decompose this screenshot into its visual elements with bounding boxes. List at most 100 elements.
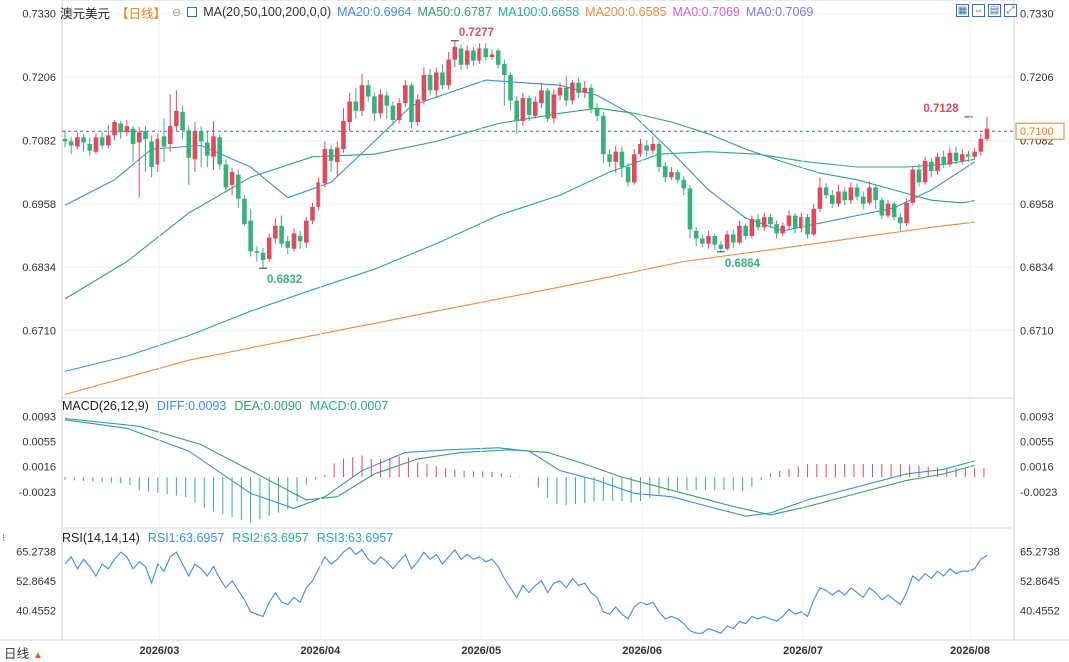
candle-body: [211, 136, 216, 157]
price-tick-label-left: 0.7082: [22, 135, 56, 147]
candle-body: [935, 156, 940, 172]
price-tick-label-left: 0.6710: [22, 326, 56, 338]
candle-body: [786, 215, 792, 226]
candle-body: [631, 154, 637, 183]
candle-body: [768, 217, 773, 225]
candle-body: [922, 160, 928, 183]
ma200-line: [64, 221, 975, 395]
candle-body: [106, 135, 111, 146]
candle-body: [644, 145, 649, 151]
candle-body: [959, 154, 965, 161]
candle-body: [409, 85, 414, 123]
candle-body: [520, 97, 526, 121]
macd-tick-label-right: 0.0093: [1020, 412, 1054, 424]
candle-body: [650, 143, 656, 151]
candle-body: [823, 187, 829, 196]
candle-body: [656, 143, 662, 167]
macd-diff: DIFF:0.0093: [156, 399, 227, 413]
candle-body: [867, 187, 872, 203]
candle-body: [526, 97, 532, 115]
candle-body: [396, 103, 402, 120]
macd-tick-label-left: -0.0023: [19, 487, 56, 499]
price-tick-label-right: 0.6958: [1020, 199, 1054, 211]
candle-body: [842, 191, 847, 201]
price-tick-label-right: 0.6834: [1020, 262, 1054, 274]
caret-up-icon: ▲: [33, 650, 43, 661]
candle-body: [365, 85, 371, 97]
candle-body: [118, 123, 123, 133]
macd-value: MACD:0.0007: [309, 399, 389, 413]
expand-icon[interactable]: ⤢: [1004, 4, 1017, 17]
candle-body: [984, 128, 990, 139]
candle-body: [700, 238, 705, 244]
candle-body: [947, 152, 953, 165]
candle-body: [693, 230, 699, 239]
candle-body: [130, 128, 136, 144]
price-tick-label-left: 0.6958: [22, 199, 56, 211]
candle-body: [588, 87, 594, 109]
candle-body: [891, 203, 897, 218]
grid-icon[interactable]: ▦: [956, 4, 969, 17]
rsi-tick-label-right: 52.8645: [1020, 576, 1060, 588]
candle-body: [706, 235, 711, 244]
candle-body: [421, 74, 427, 101]
price-tick-label-left: 0.6834: [22, 262, 56, 274]
candle-body: [966, 154, 971, 157]
candle-body: [310, 206, 315, 221]
candle-body: [353, 101, 359, 111]
candle-body: [248, 220, 253, 252]
rsi-tick-label-right: 40.4552: [1020, 606, 1060, 618]
macd-diff-line: [64, 419, 975, 517]
candle-body: [811, 208, 817, 235]
ma50-value: MA50:0.6787: [417, 5, 492, 19]
macd-dea-line: [64, 417, 975, 516]
macd-tick-label-left: 0.0093: [22, 412, 56, 424]
candle-body: [167, 126, 173, 144]
candle-body: [557, 87, 563, 96]
macd-tick-label-right: 0.0016: [1020, 462, 1054, 474]
chart-toolbar: ▦ ⇔ ▤ ⤢: [956, 4, 1017, 17]
candle-body: [297, 235, 303, 242]
candle-body: [724, 234, 730, 249]
main-chart-header: 澳元美元 【日线】 ⊖ MA(20,50,100,200,0,0) MA20:0…: [60, 3, 813, 21]
candle-body: [403, 85, 408, 104]
candle-body: [532, 101, 538, 116]
candle-body: [508, 74, 513, 101]
candle-body: [576, 82, 581, 93]
candle-body: [279, 225, 284, 244]
rsi-tick-label-left: 52.8645: [16, 576, 56, 588]
time-tick-label: 2026/04: [300, 645, 341, 657]
candle-body: [910, 169, 916, 203]
rsi2-value: RSI2:63.6957: [232, 531, 309, 545]
candle-body: [99, 137, 105, 146]
candle-body: [112, 122, 117, 136]
period-tag[interactable]: 【日线】: [116, 6, 167, 21]
time-tick-label: 2026/06: [622, 645, 662, 657]
candle-body: [155, 138, 161, 165]
rsi-tick-label-right: 65.2738: [1020, 547, 1060, 559]
ma0-value-2: MA0:0.7069: [745, 5, 814, 19]
indicator-icon[interactable]: [187, 7, 198, 17]
candle-body: [378, 94, 383, 114]
candle-body: [192, 131, 198, 160]
candle-body: [662, 165, 668, 178]
candle-body: [68, 141, 74, 146]
candle-body: [613, 151, 619, 162]
candle-body: [149, 141, 154, 167]
ma0-value-1: MA0:0.7069: [672, 5, 740, 19]
time-tick-label: 2026/03: [140, 645, 180, 657]
period-selector[interactable]: 日线 ▲: [4, 643, 43, 662]
candle-body: [372, 96, 377, 114]
ma20-value: MA20:0.6964: [337, 5, 412, 19]
chart-icon[interactable]: ▤: [988, 4, 1001, 17]
candle-body: [545, 90, 550, 119]
arrows-icon[interactable]: ⇔: [972, 4, 985, 17]
candle-body: [446, 59, 451, 86]
lock-icon[interactable]: ⊖: [172, 6, 182, 19]
candle-body: [316, 182, 322, 207]
rsi-settings-marker[interactable]: ⁝: [2, 533, 6, 544]
candle-body: [898, 217, 903, 224]
candle-body: [273, 225, 278, 239]
candle-body: [489, 54, 495, 58]
rsi3-value: RSI3:63.6957: [316, 531, 394, 545]
